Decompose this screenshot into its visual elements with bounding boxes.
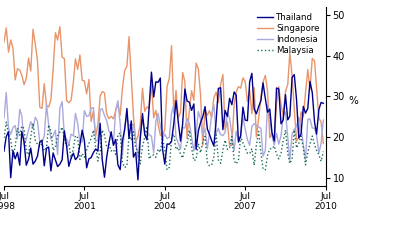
Line: Singapore: Singapore — [4, 27, 323, 145]
Legend: Thailand, Singapore, Indonesia, Malaysia: Thailand, Singapore, Indonesia, Malaysia — [255, 11, 321, 57]
Line: Thailand: Thailand — [4, 72, 323, 180]
Line: Malaysia: Malaysia — [4, 122, 323, 170]
Line: Indonesia: Indonesia — [4, 93, 323, 160]
Y-axis label: %: % — [348, 96, 358, 106]
